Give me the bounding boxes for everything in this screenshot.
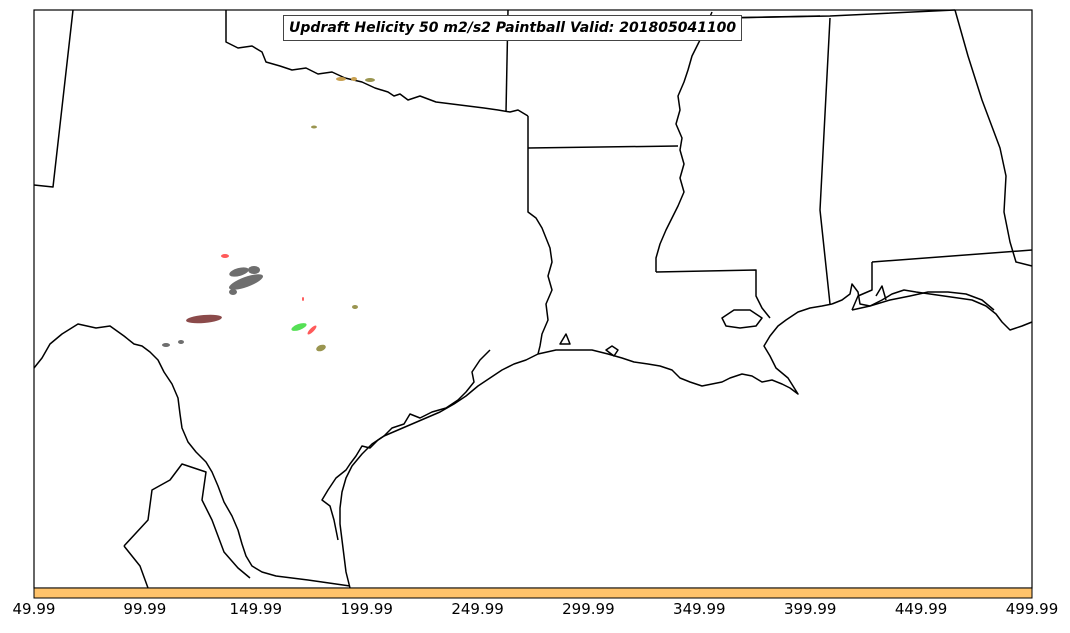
louisiana-coastline — [537, 303, 833, 395]
mississippi-river — [655, 11, 713, 272]
paint-blob-red-2 — [307, 325, 317, 335]
paint-blob-tan-2 — [351, 77, 357, 81]
alabama-florida-west — [851, 262, 873, 311]
texas-coastline — [339, 353, 539, 589]
paint-blob-olive-4 — [365, 78, 375, 82]
map-frame — [33, 9, 1033, 589]
sabine-border — [527, 116, 553, 355]
louisiana-marsh-2 — [559, 333, 571, 345]
paint-blob-gray-4 — [229, 289, 237, 295]
paint-blob-gray-5 — [162, 343, 170, 347]
colorbar-tick-label: 249.99 — [451, 600, 504, 618]
pearl-river-border — [655, 269, 771, 319]
colorbar-tick-label: 149.99 — [229, 600, 283, 618]
alabama-georgia-border — [954, 9, 1033, 267]
paint-blob-red-1 — [221, 254, 229, 258]
colorbar — [33, 587, 1033, 599]
paint-blob-gray-1 — [229, 267, 249, 277]
paintball-blobs — [162, 77, 375, 352]
colorbar-tick-label: 499.99 — [1005, 600, 1059, 618]
paint-blob-gray-3 — [228, 274, 264, 290]
mexico-state-line-2 — [123, 545, 149, 589]
colorbar-tick-label: 199.99 — [340, 600, 393, 618]
paint-blob-olive-2 — [316, 344, 326, 352]
colorbar-tick-label: 399.99 — [783, 600, 837, 618]
arkansas-louisiana-border — [527, 145, 679, 149]
colorbar-tick-label: 99.99 — [123, 600, 167, 618]
paint-blob-green — [291, 323, 307, 331]
paint-blob-olive-1 — [352, 305, 358, 309]
florida-coast — [851, 291, 995, 311]
new-mexico-border — [33, 9, 74, 188]
map-title: Updraft Helicity 50 m2/s2 Paintball Vali… — [283, 15, 743, 41]
boundaries — [33, 9, 1033, 589]
mississippi-alabama-border — [819, 17, 831, 305]
colorbar-tick-label: 299.99 — [562, 600, 615, 618]
gulf-coast-east — [831, 283, 1033, 331]
colorbar-tick-label: 449.99 — [894, 600, 948, 618]
mexico-state-line-1 — [123, 463, 251, 579]
paint-blob-gray-2 — [248, 266, 260, 274]
paint-blob-red-3 — [302, 297, 304, 301]
texas-bays — [321, 349, 491, 541]
colorbar-tick-label: 49.99 — [12, 600, 56, 618]
alabama-florida-border — [871, 249, 1033, 263]
paint-blob-olive-3 — [311, 125, 317, 129]
paint-blob-gray-6 — [178, 340, 184, 344]
lake-pontchartrain — [721, 309, 763, 329]
paint-blob-tan-1 — [336, 77, 346, 81]
rio-grande — [33, 323, 351, 587]
mobile-bay — [875, 285, 887, 301]
colorbar-tick-label: 349.99 — [673, 600, 726, 618]
louisiana-marsh-1 — [605, 345, 619, 357]
paint-blob-maroon — [186, 314, 222, 324]
red-river-border — [225, 10, 529, 117]
